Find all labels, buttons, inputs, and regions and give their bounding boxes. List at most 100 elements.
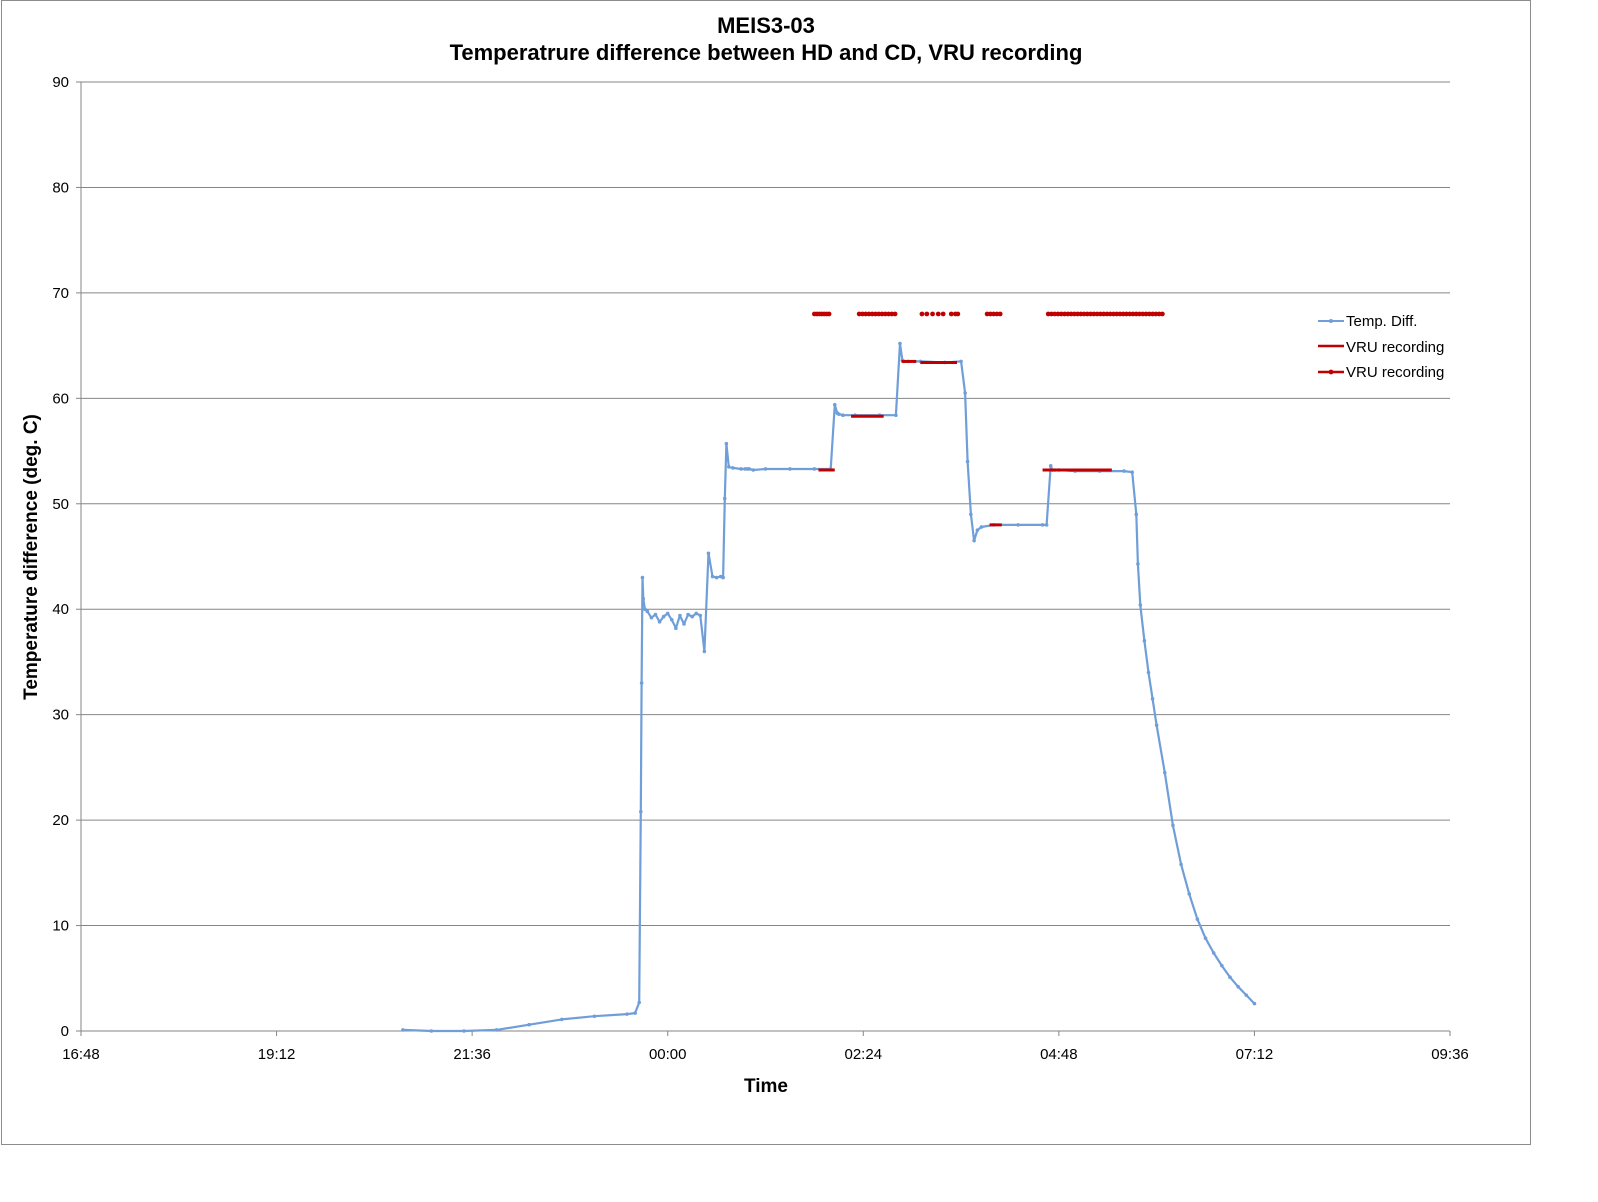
vru-recording-marker <box>892 311 898 317</box>
x-tick-label: 21:36 <box>453 1046 491 1063</box>
temp-diff-point <box>678 613 682 618</box>
x-axis-title: Time <box>744 1076 788 1097</box>
temp-diff-point <box>724 441 729 446</box>
temp-diff-point <box>1171 823 1175 828</box>
x-axis-ticks: 16:48 19:12 21:36 00:00 02:24 04:48 07:12 09:36 <box>62 1031 1469 1063</box>
temp-diff-point <box>959 359 963 364</box>
y-tick-label: 30 <box>52 707 69 724</box>
temp-diff-point <box>592 1014 597 1019</box>
legend-label-vru-markers: VRU recording <box>1346 364 1444 381</box>
vru-recording-marker <box>955 311 961 317</box>
temp-diff-point <box>1179 862 1183 867</box>
temp-diff-point <box>706 551 711 556</box>
temp-diff-point <box>649 615 654 620</box>
y-tick-label: 90 <box>52 74 69 91</box>
temp-diff-point <box>462 1029 466 1033</box>
temp-diff-point <box>639 809 643 814</box>
temp-diff-point <box>739 467 743 471</box>
temp-diff-point <box>637 1000 641 1005</box>
y-tick-label: 20 <box>52 812 69 829</box>
temp-diff-point <box>669 617 674 622</box>
temp-diff-point <box>972 538 976 543</box>
temp-diff-point <box>657 620 662 624</box>
temp-diff-point <box>788 467 792 471</box>
temp-diff-point <box>690 614 694 619</box>
temp-diff-point <box>763 467 768 471</box>
temp-diff-point <box>643 607 647 612</box>
temp-diff-point <box>674 626 678 631</box>
vru-recording-marker <box>940 311 946 317</box>
temp-diff-point <box>898 341 902 346</box>
chart-title: MEIS3-03 <box>717 13 815 38</box>
vru-recording-marker <box>826 311 832 317</box>
temp-diff-point <box>625 1012 629 1016</box>
legend-label-temp-diff: Temp. Diff. <box>1346 313 1417 330</box>
temp-diff-point <box>1244 993 1249 997</box>
temp-diff-point <box>1220 963 1224 968</box>
temp-diff-point <box>1138 603 1143 607</box>
x-tick-label: 19:12 <box>258 1046 296 1063</box>
temp-diff-point <box>686 612 690 617</box>
temp-diff-point <box>1162 770 1167 775</box>
temp-diff-point <box>727 465 731 469</box>
vru-recording-marker <box>935 311 941 317</box>
temp-diff-point <box>527 1022 531 1027</box>
temp-diff-point <box>1048 464 1053 468</box>
temp-diff-point <box>1203 936 1208 941</box>
vru-recording-marker <box>948 311 954 317</box>
temp-diff-point <box>747 467 752 471</box>
x-tick-label: 02:24 <box>845 1046 883 1063</box>
temp-diff-point <box>641 596 646 601</box>
temp-diff-point <box>1142 639 1147 643</box>
temp-diff-point <box>975 528 980 532</box>
temp-diff-point <box>1016 523 1020 527</box>
series-temp-diff-line <box>402 342 1256 1033</box>
temp-diff-point <box>841 413 845 418</box>
vru-recording-marker <box>924 311 930 317</box>
temp-diff-point <box>633 1011 637 1015</box>
temp-diff-point <box>682 622 686 626</box>
gridlines <box>81 81 1450 927</box>
temp-diff-point <box>1187 892 1192 896</box>
vru-recording-marker <box>930 311 935 317</box>
vru-recording-marker <box>919 311 925 317</box>
temp-diff-point <box>963 391 967 395</box>
temp-diff-point <box>1134 512 1139 517</box>
temp-diff-point <box>1228 975 1232 980</box>
legend-marker-temp-diff <box>1329 319 1333 323</box>
temp-diff-point <box>1136 562 1140 566</box>
temp-diff-point <box>1252 1001 1257 1006</box>
temp-diff-point <box>751 468 756 472</box>
temp-diff-point <box>694 611 699 616</box>
temp-diff-point <box>710 574 715 579</box>
temp-diff-point <box>1122 469 1126 473</box>
temp-diff-point <box>1154 723 1159 728</box>
temp-diff-point <box>722 496 727 501</box>
legend-marker-vru-markers <box>1328 369 1334 375</box>
temp-diff-point <box>837 412 841 416</box>
chart-frame <box>1 0 1531 1145</box>
temp-diff-point <box>965 459 970 464</box>
temp-diff-point <box>1130 470 1134 474</box>
temp-diff-point <box>661 614 666 619</box>
vru-recording-marker <box>1159 311 1165 317</box>
temp-diff-point <box>894 413 898 418</box>
temp-diff-point <box>1040 523 1045 527</box>
temp-diff-point <box>969 512 973 517</box>
temp-diff-point <box>979 525 984 529</box>
temp-diff-point <box>559 1017 564 1022</box>
x-tick-label: 16:48 <box>62 1046 100 1063</box>
y-tick-label: 0 <box>61 1023 69 1040</box>
y-tick-label: 50 <box>52 496 69 513</box>
x-tick-label: 04:48 <box>1040 1046 1078 1063</box>
temp-diff-point <box>812 467 817 471</box>
temp-diff-point <box>731 466 735 470</box>
temp-diff-point <box>702 649 707 654</box>
temp-diff-point <box>429 1029 434 1033</box>
temp-diff-point <box>1150 697 1155 701</box>
temp-diff-point <box>698 613 703 618</box>
y-tick-label: 80 <box>52 179 69 196</box>
y-tick-label: 70 <box>52 285 69 302</box>
vru-recording-marker <box>997 311 1003 317</box>
